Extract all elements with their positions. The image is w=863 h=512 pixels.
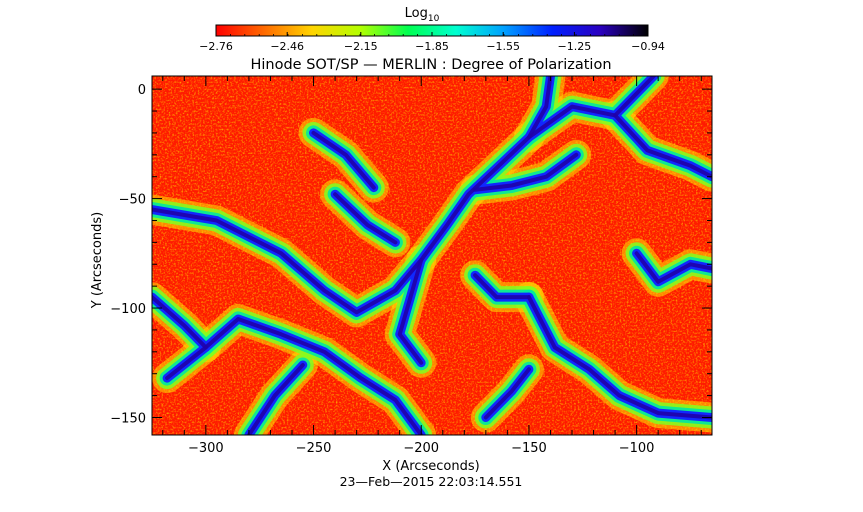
x-tick-label: −100 xyxy=(619,441,655,456)
network-lane xyxy=(397,257,424,365)
x-axis-label: X (Arcseconds) xyxy=(382,459,479,474)
network-lane xyxy=(613,113,712,179)
network-lane xyxy=(333,192,398,245)
colorbar-tick-label: −1.55 xyxy=(486,40,520,53)
y-axis: 0 −50 −100 −150 xyxy=(110,83,712,426)
network-lane xyxy=(473,273,531,300)
network-lane xyxy=(526,295,712,420)
plot-frame xyxy=(151,75,713,436)
network-lane xyxy=(152,76,656,315)
network-lanes xyxy=(152,76,712,435)
x-tick-label: −300 xyxy=(188,441,224,456)
y-axis-label: Y (Arcseconds) xyxy=(90,212,105,309)
colorbar-tick-label: −2.15 xyxy=(344,40,378,53)
network-lane xyxy=(473,152,579,192)
y-tick-label: −150 xyxy=(110,411,146,426)
x-tick-label: −200 xyxy=(403,441,439,456)
colorbar-tick-label: −1.85 xyxy=(415,40,449,53)
x-axis: −300 −250 −200 −150 −100 xyxy=(162,76,702,456)
colorbar-label: Log10 xyxy=(405,6,440,24)
colorbar: Log10 −2.76 −2.46 −2.15 −1.85 −1.55 −1.25 −0.9… xyxy=(199,6,665,53)
network-lane xyxy=(526,76,553,140)
plot-area xyxy=(151,75,713,436)
x-tick-label: −250 xyxy=(296,441,332,456)
colorbar-tick-label: −0.94 xyxy=(631,40,665,53)
y-tick-label: 0 xyxy=(138,83,146,98)
y-tick-label: −50 xyxy=(119,193,146,208)
network-lane xyxy=(246,363,305,435)
network-lane xyxy=(165,317,424,435)
network-lane xyxy=(634,251,712,284)
colorbar-tick-label: −2.46 xyxy=(270,40,304,53)
colorbar-tick-label: −2.76 xyxy=(199,40,233,53)
network-lane xyxy=(152,295,208,350)
timestamp: 23—Feb—2015 22:03:14.551 xyxy=(340,474,523,489)
chart-title: Hinode SOT/SP — MERLIN : Degree of Polar… xyxy=(250,57,611,73)
colorbar-ticks: −2.76 −2.46 −2.15 −1.85 −1.55 −1.25 −0.94 xyxy=(199,32,665,53)
y-tick-label: −100 xyxy=(110,302,146,317)
network-lane xyxy=(483,367,531,420)
colorbar-tick-label: −1.25 xyxy=(558,40,592,53)
network-lane xyxy=(311,130,376,190)
x-tick-label: −150 xyxy=(511,441,547,456)
